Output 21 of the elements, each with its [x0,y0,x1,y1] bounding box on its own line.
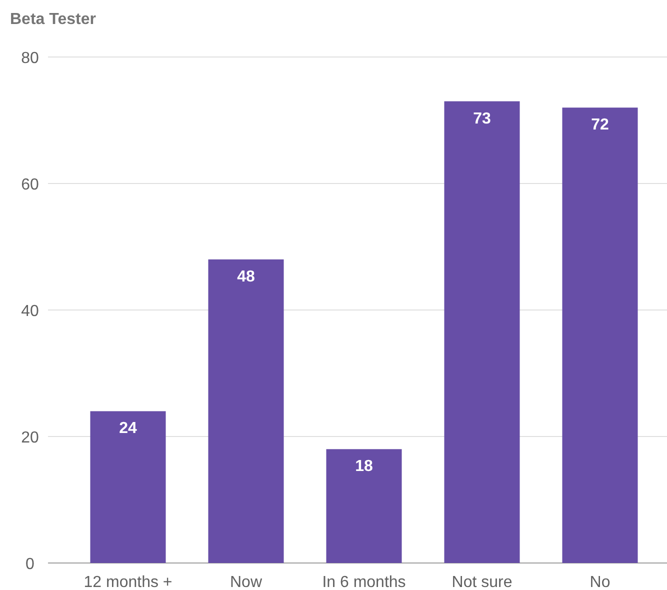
y-tick-label: 0 [26,556,35,573]
chart-title: Beta Tester [10,11,96,28]
data-label: 72 [591,116,609,134]
x-tick-label: In 6 months [322,574,406,590]
y-tick-label: 40 [21,303,39,320]
bar [208,259,284,563]
y-tick-label: 20 [21,430,39,446]
data-label: 73 [473,110,491,128]
y-tick-label: 80 [21,50,39,67]
data-label: 18 [355,458,373,476]
x-tick-label: Now [230,574,262,590]
bar [326,449,402,563]
bar [444,101,520,563]
bar [90,411,166,563]
x-tick-label: Not sure [452,574,512,590]
x-tick-label: No [590,574,610,590]
x-tick-label: 12 months + [84,574,172,590]
y-tick-label: 60 [21,176,39,194]
data-label: 48 [237,268,255,286]
bar [562,108,638,563]
data-label: 24 [119,420,137,438]
